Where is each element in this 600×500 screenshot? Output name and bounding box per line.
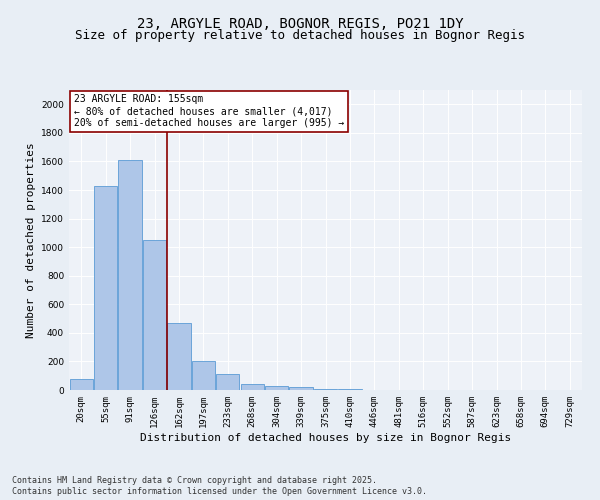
Bar bbox=[314, 388, 337, 390]
X-axis label: Distribution of detached houses by size in Bognor Regis: Distribution of detached houses by size … bbox=[140, 432, 511, 442]
Bar bbox=[241, 384, 264, 390]
Bar bbox=[167, 323, 191, 390]
Bar bbox=[265, 386, 288, 390]
Text: 23, ARGYLE ROAD, BOGNOR REGIS, PO21 1DY: 23, ARGYLE ROAD, BOGNOR REGIS, PO21 1DY bbox=[137, 18, 463, 32]
Text: Contains HM Land Registry data © Crown copyright and database right 2025.: Contains HM Land Registry data © Crown c… bbox=[12, 476, 377, 485]
Bar bbox=[192, 362, 215, 390]
Text: Contains public sector information licensed under the Open Government Licence v3: Contains public sector information licen… bbox=[12, 487, 427, 496]
Bar bbox=[216, 374, 239, 390]
Bar bbox=[289, 387, 313, 390]
Text: 23 ARGYLE ROAD: 155sqm
← 80% of detached houses are smaller (4,017)
20% of semi-: 23 ARGYLE ROAD: 155sqm ← 80% of detached… bbox=[74, 94, 344, 128]
Bar bbox=[94, 186, 117, 390]
Bar bbox=[143, 240, 166, 390]
Bar bbox=[70, 380, 93, 390]
Y-axis label: Number of detached properties: Number of detached properties bbox=[26, 142, 35, 338]
Bar bbox=[118, 160, 142, 390]
Text: Size of property relative to detached houses in Bognor Regis: Size of property relative to detached ho… bbox=[75, 29, 525, 42]
